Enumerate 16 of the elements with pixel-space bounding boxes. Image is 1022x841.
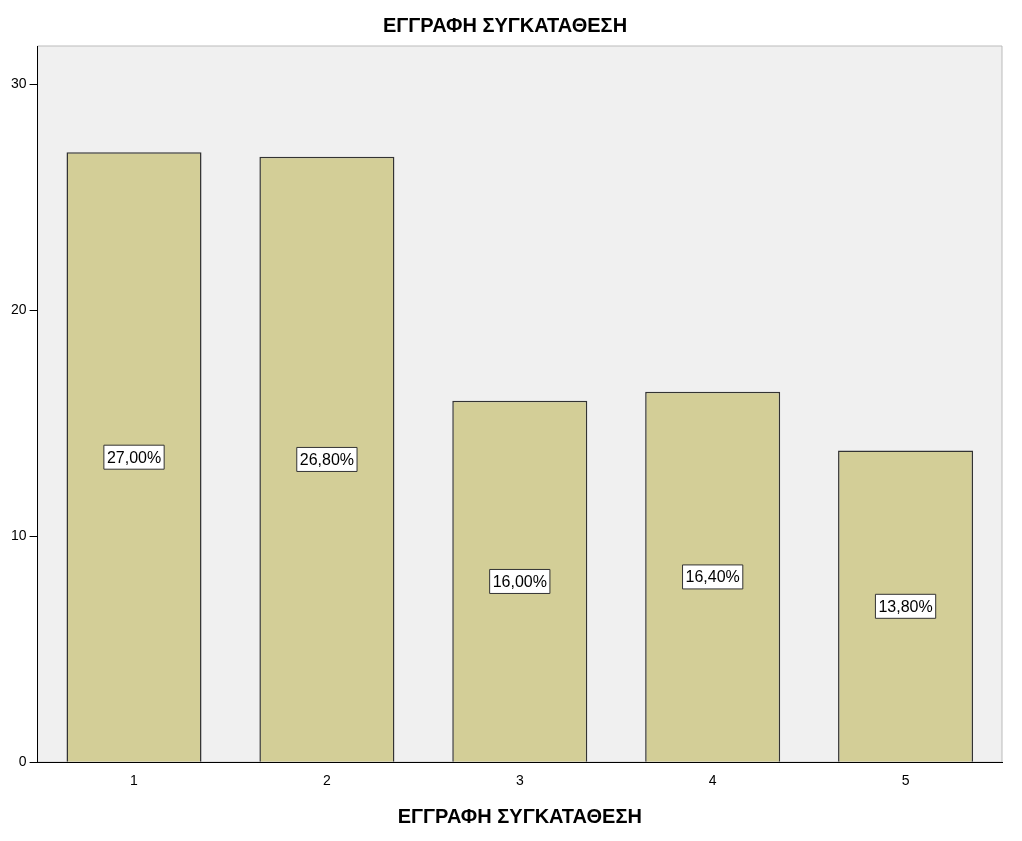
x-tick-label: 4 — [708, 772, 717, 789]
data-label: 16,00% — [492, 572, 547, 590]
x-tick-label: 5 — [901, 772, 910, 789]
data-label: 16,40% — [685, 568, 740, 586]
x-axis-title: ΕΓΓΡΑΦΗ ΣΥΓΚΑΤΑΘΕΣΗ — [397, 804, 642, 827]
x-tick-label: 2 — [323, 772, 331, 789]
data-label: 27,00% — [106, 448, 162, 466]
data-label: 26,80% — [299, 450, 355, 468]
data-label: 13,80% — [878, 597, 933, 615]
y-tick-label: 10 — [10, 527, 27, 544]
x-tick-label: 1 — [130, 772, 139, 789]
y-tick-label: 0 — [18, 753, 27, 770]
chart-title: ΕΓΓΡΑΦΗ ΣΥΓΚΑΤΑΘΕΣΗ — [382, 13, 628, 36]
x-tick-label: 3 — [515, 772, 524, 789]
y-tick-label: 20 — [10, 301, 27, 318]
y-tick-label: 30 — [10, 75, 27, 92]
